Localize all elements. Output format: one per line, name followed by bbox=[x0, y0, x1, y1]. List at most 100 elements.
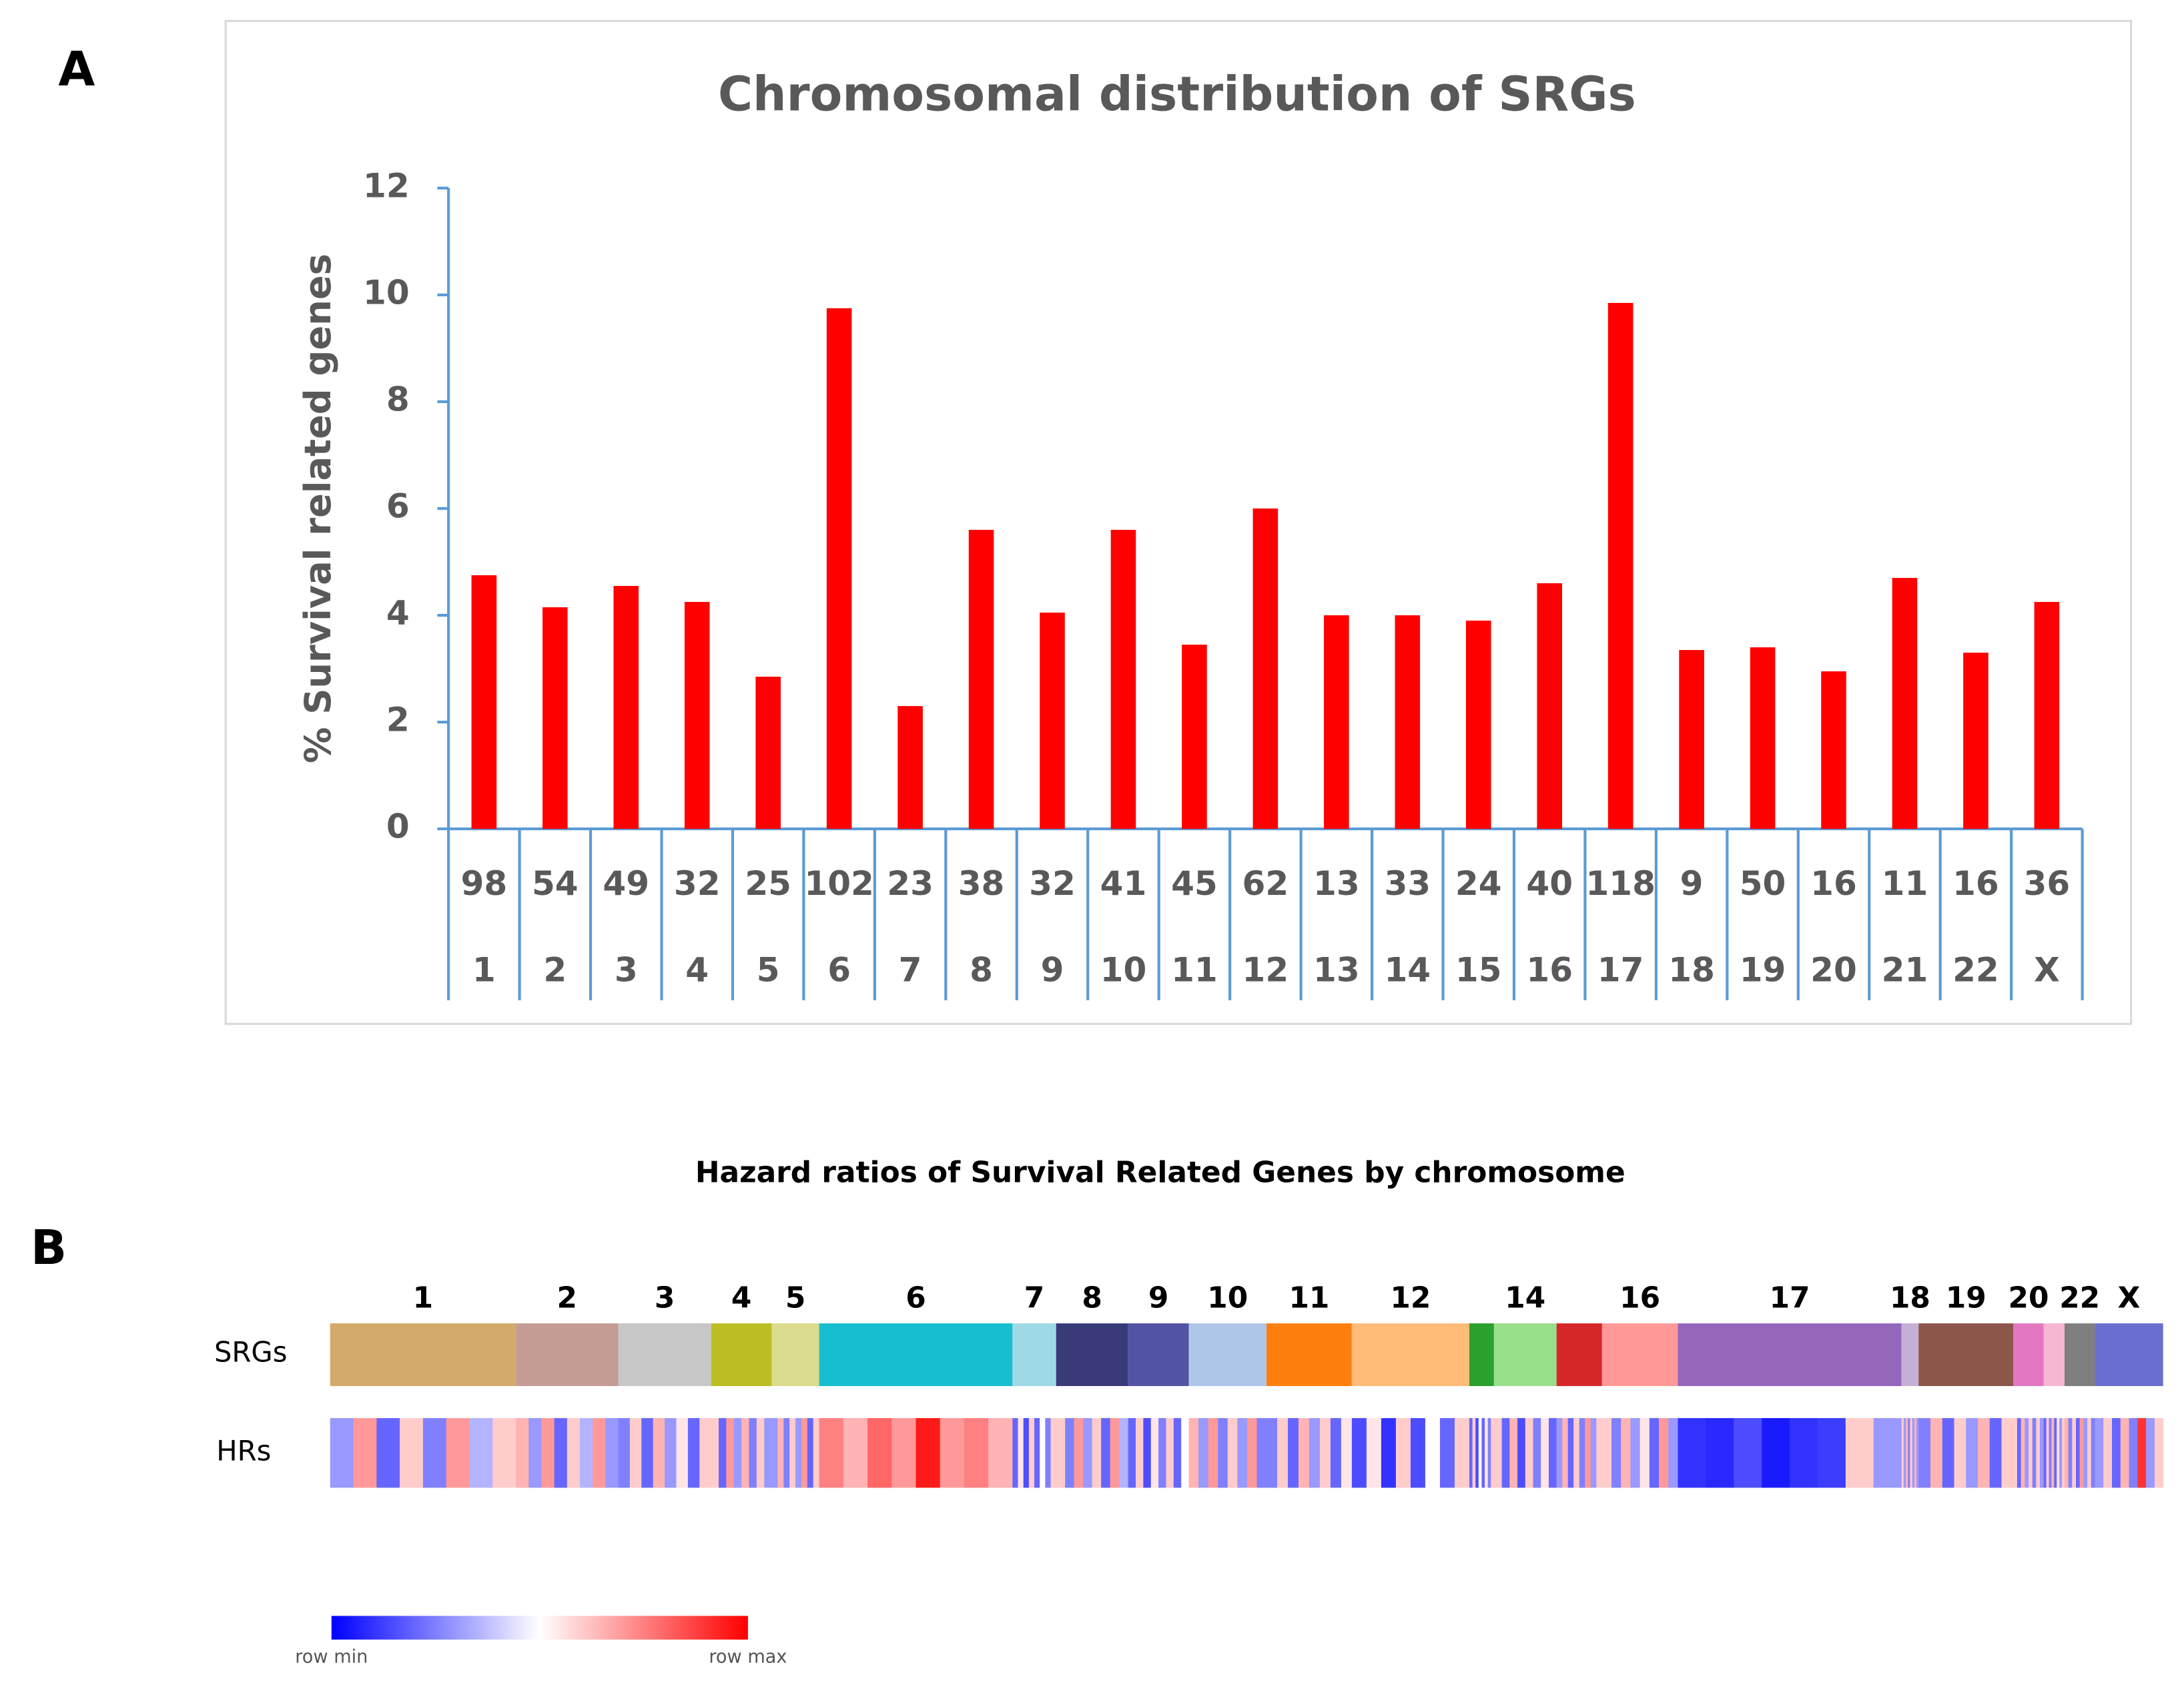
gene-count: 25 bbox=[745, 864, 791, 903]
hr-cell bbox=[1023, 1418, 1030, 1488]
segment-label: 17 bbox=[1770, 1281, 1810, 1315]
hr-cell bbox=[2111, 1418, 2121, 1488]
hr-cell bbox=[1425, 1418, 1441, 1488]
hr-cell bbox=[2021, 1418, 2025, 1488]
hr-cell bbox=[1018, 1418, 1024, 1488]
hr-cell bbox=[2059, 1418, 2063, 1488]
bar bbox=[2034, 602, 2060, 829]
hr-cell bbox=[1901, 1418, 1904, 1488]
chart-title: Chromosomal distribution of SRGs bbox=[718, 67, 1636, 122]
segment-label: 16 bbox=[1619, 1281, 1660, 1315]
hr-cell bbox=[1395, 1418, 1411, 1488]
hr-cell bbox=[813, 1418, 820, 1488]
gene-count: 13 bbox=[1313, 864, 1360, 903]
chromosome-segment bbox=[2095, 1323, 2163, 1387]
hr-cell bbox=[353, 1418, 377, 1488]
hr-cell bbox=[1227, 1418, 1238, 1488]
hr-cell bbox=[1028, 1418, 1035, 1488]
hr-cell bbox=[867, 1418, 892, 1488]
chromosome-segment bbox=[1493, 1323, 1557, 1387]
x-tick-label: 15 bbox=[1455, 951, 1502, 990]
hr-cell bbox=[1790, 1418, 1818, 1488]
hr-cell bbox=[1491, 1418, 1495, 1488]
segment-label: 4 bbox=[731, 1281, 752, 1315]
chromosome-segment bbox=[1918, 1323, 2014, 1387]
hr-cell bbox=[1050, 1418, 1057, 1488]
hr-cell bbox=[1966, 1418, 1978, 1488]
segment-label: 14 bbox=[1505, 1281, 1545, 1315]
x-tick-label: 12 bbox=[1242, 951, 1289, 990]
hr-cell bbox=[2049, 1418, 2053, 1488]
hr-cell bbox=[1630, 1418, 1641, 1488]
x-tick-label: 14 bbox=[1384, 951, 1431, 990]
x-tick-label: 3 bbox=[615, 951, 638, 990]
hr-cell bbox=[676, 1418, 689, 1488]
x-tick-label: 7 bbox=[899, 951, 922, 990]
bar bbox=[1182, 645, 1207, 829]
hr-cell bbox=[807, 1418, 814, 1488]
y-tick-label: 0 bbox=[386, 807, 410, 846]
hr-cell bbox=[1585, 1418, 1591, 1488]
y-tick-label: 12 bbox=[363, 166, 410, 205]
hr-cell bbox=[653, 1418, 665, 1488]
chromosome-segment bbox=[1266, 1323, 1352, 1387]
hr-cell bbox=[2036, 1418, 2041, 1488]
hr-cell bbox=[1381, 1418, 1397, 1488]
hr-cell bbox=[2095, 1418, 2104, 1488]
bar bbox=[1324, 615, 1349, 829]
hr-cell bbox=[1366, 1418, 1382, 1488]
hr-cell bbox=[771, 1418, 779, 1488]
hr-cell bbox=[789, 1418, 796, 1488]
hr-cell bbox=[1188, 1418, 1199, 1488]
hr-cell bbox=[699, 1418, 712, 1488]
x-tick-label: 16 bbox=[1526, 951, 1573, 990]
hr-cell bbox=[1906, 1418, 1908, 1488]
hr-cell bbox=[1525, 1418, 1534, 1488]
chromosome-segment bbox=[2064, 1323, 2095, 1387]
x-tick-label: 5 bbox=[757, 951, 780, 990]
hr-cell bbox=[801, 1418, 808, 1488]
hr-cell bbox=[1266, 1418, 1278, 1488]
gene-count: 45 bbox=[1171, 864, 1218, 903]
hr-cell bbox=[1493, 1418, 1503, 1488]
hr-cell bbox=[1509, 1418, 1518, 1488]
hr-cell bbox=[1065, 1418, 1075, 1488]
hr-cell bbox=[579, 1418, 593, 1488]
chromosome-segment bbox=[618, 1323, 711, 1387]
x-tick-label: 8 bbox=[970, 951, 993, 990]
hr-cell bbox=[2051, 1418, 2055, 1488]
hr-cell bbox=[1034, 1418, 1040, 1488]
hr-cell bbox=[2025, 1418, 2029, 1488]
hr-cell bbox=[618, 1418, 631, 1488]
hr-cell bbox=[733, 1418, 742, 1488]
hr-cell bbox=[749, 1418, 757, 1488]
hr-cell bbox=[2013, 1418, 2018, 1488]
hr-cell bbox=[1150, 1418, 1159, 1488]
bar bbox=[1679, 650, 1704, 829]
chromosome-segment bbox=[1601, 1323, 1678, 1387]
hr-cell bbox=[593, 1418, 606, 1488]
hr-cell bbox=[843, 1418, 868, 1488]
bar bbox=[1750, 647, 1776, 829]
bar bbox=[471, 575, 497, 829]
hr-cell bbox=[1309, 1418, 1321, 1488]
y-tick-label: 8 bbox=[386, 380, 410, 418]
chromosome-segment bbox=[1678, 1323, 1902, 1387]
hr-cell bbox=[2076, 1418, 2081, 1488]
chromosome-segment bbox=[516, 1323, 619, 1387]
hr-cell bbox=[2017, 1418, 2022, 1488]
x-tick-label: 9 bbox=[1041, 951, 1064, 990]
hr-cell bbox=[1621, 1418, 1631, 1488]
hr-cell bbox=[1640, 1418, 1650, 1488]
segment-label: 1 bbox=[413, 1281, 434, 1315]
segment-label: 11 bbox=[1289, 1281, 1329, 1315]
x-tick-label: 22 bbox=[1952, 951, 1999, 990]
hr-cell bbox=[1596, 1418, 1603, 1488]
gene-count: 49 bbox=[603, 864, 649, 903]
bar bbox=[1963, 653, 1988, 829]
row-label: HRs bbox=[216, 1435, 271, 1467]
chromosome-segment bbox=[1188, 1323, 1267, 1387]
gene-count: 36 bbox=[2024, 864, 2071, 903]
hr-cell bbox=[1601, 1418, 1612, 1488]
